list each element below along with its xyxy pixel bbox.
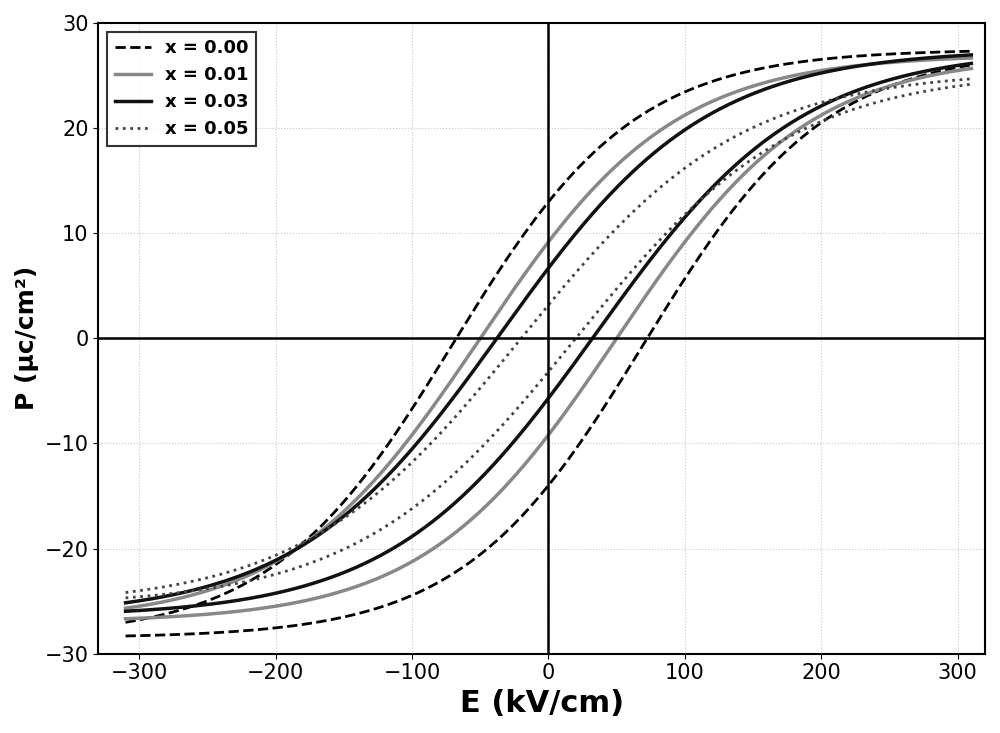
X-axis label: E (kV/cm): E (kV/cm): [460, 689, 624, 718]
Y-axis label: P (μc/cm²): P (μc/cm²): [15, 266, 39, 410]
Legend: x = 0.00, x = 0.01, x = 0.03, x = 0.05: x = 0.00, x = 0.01, x = 0.03, x = 0.05: [107, 32, 256, 146]
